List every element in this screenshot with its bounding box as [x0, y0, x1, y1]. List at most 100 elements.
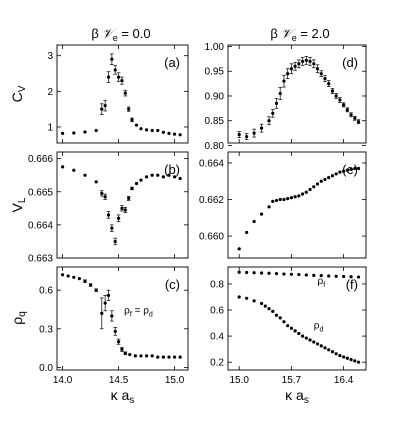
x-tick-label: 14.0 [53, 375, 73, 386]
y-tick-label: 0.0 [39, 363, 53, 374]
data-point [116, 216, 121, 220]
data-point [330, 89, 335, 93]
panel-d: 0.80 0.85 0.90 0.95 1.00 (d) [205, 42, 367, 152]
left-column-title: β 𝒱e = 0.0 [91, 26, 150, 43]
data-point [319, 274, 323, 278]
data-point [289, 196, 294, 200]
panel-frame [227, 44, 367, 144]
data-point [60, 131, 65, 135]
data-point [297, 272, 301, 277]
data-point [103, 301, 107, 305]
y-axis-label: ρq [9, 311, 28, 325]
data-point [334, 274, 338, 278]
data-point [293, 195, 297, 199]
data-point [150, 128, 154, 133]
data-point [127, 107, 131, 111]
data-point [349, 357, 353, 362]
data-point [304, 58, 308, 62]
data-point [156, 173, 160, 177]
data-point [289, 326, 294, 330]
y-tick-label: 0.3 [39, 324, 53, 335]
data-point [353, 116, 357, 120]
data-point [304, 190, 308, 194]
data-point [237, 270, 241, 274]
panel-frame [227, 266, 367, 371]
y-tick-label: 0.663 [28, 254, 53, 265]
data-point [278, 91, 282, 96]
annotation: ρf [318, 276, 326, 289]
data-point [252, 299, 256, 303]
y-tick-label: 0.662 [199, 195, 224, 206]
x-tick-label: 15.7 [282, 375, 302, 386]
panel-frame [56, 44, 189, 144]
data-point [342, 169, 346, 173]
data-point [77, 276, 81, 281]
data-point [259, 126, 264, 130]
data-point [72, 168, 76, 172]
data-point [334, 172, 338, 176]
series-1 [237, 166, 361, 251]
data-point [128, 352, 132, 357]
data-point [338, 98, 342, 102]
data-point [300, 192, 305, 196]
data-point [127, 196, 131, 200]
data-point [178, 176, 182, 181]
panel-frame [56, 266, 189, 371]
y-tick-label: 0.660 [199, 232, 224, 243]
data-point [323, 346, 327, 350]
data-point [83, 173, 87, 177]
data-point [267, 119, 271, 123]
data-point [356, 166, 361, 171]
y-tick-label: 0.90 [205, 91, 225, 102]
y-tick-label: 0.6 [210, 306, 224, 317]
data-point [338, 170, 342, 174]
data-point [161, 175, 165, 179]
data-point [245, 134, 249, 139]
data-point [308, 338, 312, 342]
data-point [72, 275, 76, 279]
data-point [327, 175, 331, 180]
data-point [297, 331, 301, 336]
data-point [139, 127, 143, 131]
data-point [103, 103, 107, 108]
y-tick-label: 1 [47, 122, 53, 133]
data-point [113, 329, 117, 333]
data-point [120, 206, 124, 210]
data-point [278, 197, 282, 202]
x-tick-label: 14.5 [109, 375, 129, 386]
panel-frame [227, 151, 367, 259]
y-tick-label: 1.00 [205, 42, 225, 53]
data-point [106, 75, 111, 79]
data-point [144, 354, 149, 358]
data-point [274, 313, 279, 317]
data-point [349, 167, 353, 171]
data-point [60, 165, 65, 169]
data-point [94, 128, 98, 133]
data-point [267, 271, 271, 275]
data-point [297, 194, 301, 198]
data-point [94, 288, 98, 292]
data-point [106, 213, 111, 217]
series-1 [60, 53, 182, 137]
data-point [293, 64, 297, 68]
data-point [167, 355, 171, 359]
data-point [150, 173, 154, 177]
x-axis-label: κ as [111, 387, 135, 406]
data-point [110, 226, 114, 230]
right-column-title: β 𝒱e = 2.0 [270, 26, 329, 43]
x-axis-label: κ as [285, 387, 309, 406]
y-tick-label: 0.664 [199, 158, 224, 169]
y-tick-label: 0.2 [210, 358, 224, 369]
data-point [349, 113, 353, 117]
panel-frame [56, 151, 189, 259]
data-point [323, 77, 327, 81]
data-point [252, 219, 256, 224]
data-point [178, 355, 182, 359]
data-point [172, 132, 177, 136]
data-point [259, 271, 264, 275]
y-tick-label: 0.6 [39, 286, 53, 297]
data-point [120, 79, 124, 83]
data-point [113, 68, 117, 72]
data-point [356, 360, 361, 364]
data-point [172, 355, 177, 359]
